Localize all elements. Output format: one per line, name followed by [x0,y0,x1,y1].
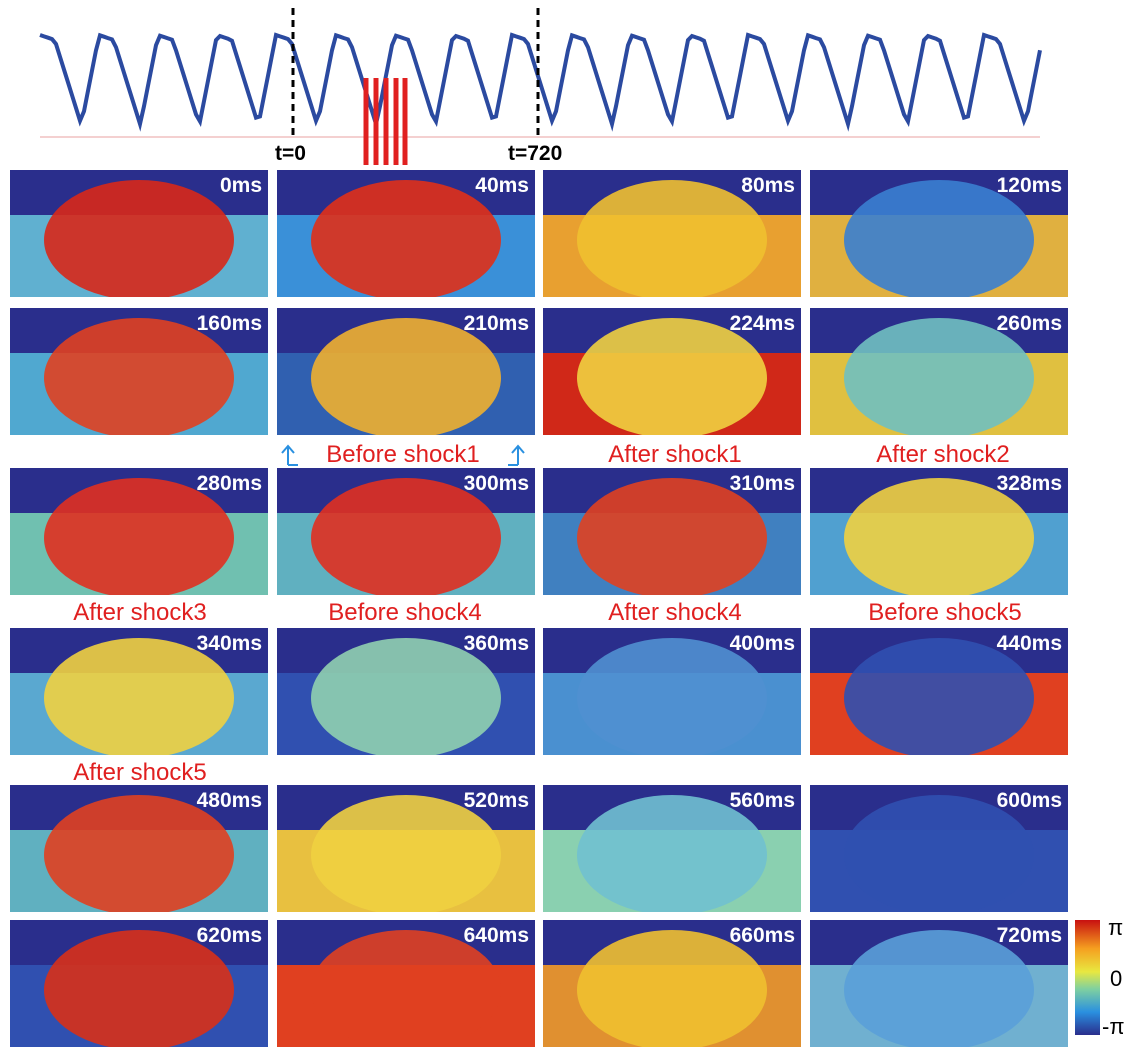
phase-map: 40ms [277,170,535,300]
map-wave [577,795,767,915]
phase-map: 640ms [277,920,535,1047]
map-wave [44,638,234,758]
annotation: Before shock1 [326,441,479,468]
annotation: Before shock4 [328,599,481,626]
phase-map: 80ms [543,170,801,300]
phase-map: 280ms [10,468,268,598]
phase-map: 224ms [543,308,801,438]
colorbar-label: π [1108,915,1123,940]
phase-map: 160ms [10,308,268,438]
phase-map: 520ms [277,785,535,915]
phase-map: 400ms [543,628,801,758]
time-label: 440ms [997,632,1062,655]
map-wave [311,930,501,1047]
map-wave [311,638,501,758]
map-wave [844,930,1034,1047]
map-wave [311,180,501,300]
time-label: 210ms [464,312,529,335]
phase-map: 260ms [810,308,1068,438]
time-label: 224ms [730,312,795,335]
time-label: 120ms [997,174,1062,197]
annotation: After shock2 [876,441,1009,468]
time-label: 280ms [197,472,262,495]
colorbar-label: 0 [1110,966,1122,991]
annotation: Before shock5 [868,599,1021,626]
colorbar-label: -π [1102,1014,1125,1039]
annotation: After shock4 [608,599,741,626]
phase-map: 340ms [10,628,268,758]
signal-trace [40,35,1040,124]
shock-bars [366,78,405,165]
map-wave [44,795,234,915]
phase-map: 328ms [810,468,1068,598]
time-label: 80ms [741,174,795,197]
time-label: 360ms [464,632,529,655]
phase-map: 480ms [10,785,268,915]
phase-map: 560ms [543,785,801,915]
time-label: 328ms [997,472,1062,495]
phase-map: 0ms [10,170,268,300]
marker-label: t=0 [275,142,306,165]
map-wave [577,478,767,598]
annotation: After shock5 [73,759,206,786]
annotation: After shock1 [608,441,741,468]
map-wave [311,795,501,915]
time-label: 0ms [220,174,262,197]
map-wave [577,318,767,438]
time-label: 310ms [730,472,795,495]
phase-map: 210ms [277,308,535,438]
time-label: 300ms [464,472,529,495]
map-wave [577,930,767,1047]
phase-map: 600ms [810,785,1068,915]
time-label: 560ms [730,789,795,812]
map-wave [577,638,767,758]
phase-map: 440ms [810,628,1068,758]
phase-map: 300ms [277,468,535,598]
time-label: 260ms [997,312,1062,335]
time-label: 40ms [475,174,529,197]
marker-label: t=720 [508,142,562,165]
map-wave [44,478,234,598]
time-label: 480ms [197,789,262,812]
map-wave [311,318,501,438]
map-wave [844,638,1034,758]
map-wave [844,318,1034,438]
map-wave [44,180,234,300]
annotation: After shock3 [73,599,206,626]
time-label: 600ms [997,789,1062,812]
map-wave [844,478,1034,598]
phase-map: 720ms [810,920,1068,1047]
time-label: 640ms [464,924,529,947]
time-label: 340ms [197,632,262,655]
figure: t=0 t=720 0ms 40ms 80ms 120ms 160ms 210ms 224m… [0,0,1139,1047]
phase-map: 620ms [10,920,268,1047]
colorbar [1075,920,1100,1035]
phase-map: 360ms [277,628,535,758]
phase-map: 660ms [543,920,801,1047]
time-label: 660ms [730,924,795,947]
time-label: 620ms [197,924,262,947]
map-wave [844,795,1034,915]
time-label: 400ms [730,632,795,655]
phase-map: 120ms [810,170,1068,300]
phase-map: 310ms [543,468,801,598]
map-wave [844,180,1034,300]
map-wave [311,478,501,598]
time-label: 160ms [197,312,262,335]
time-label: 720ms [997,924,1062,947]
map-wave [44,930,234,1047]
map-wave [44,318,234,438]
time-label: 520ms [464,789,529,812]
map-wave [577,180,767,300]
